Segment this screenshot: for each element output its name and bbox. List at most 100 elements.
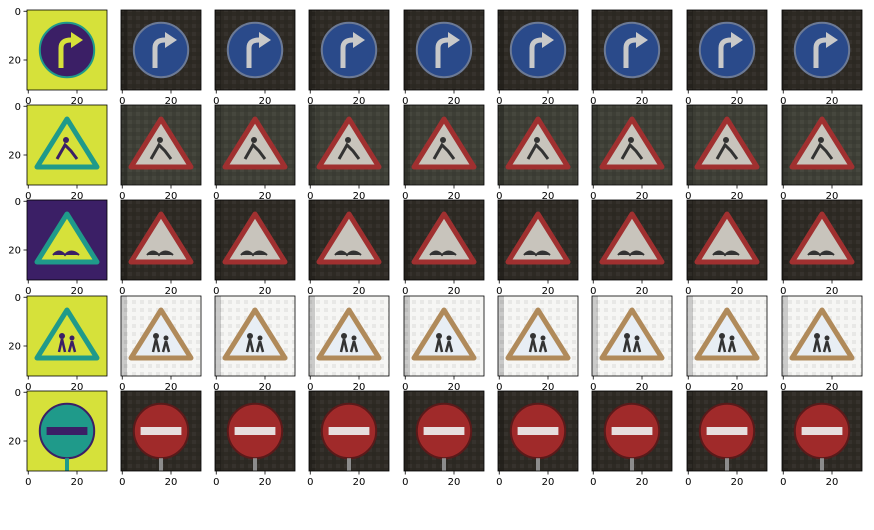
x-tick-label: 0 — [496, 382, 502, 393]
sign-triangle — [694, 116, 760, 170]
x-tick-label: 20 — [636, 382, 649, 393]
x-tick-label: 0 — [402, 286, 408, 297]
axes-frame — [403, 390, 485, 472]
sign-triangle — [505, 211, 571, 265]
panel-r5-c7: 0 20 — [590, 390, 673, 488]
x-tick-label: 0 — [25, 286, 31, 297]
axes-frame — [591, 104, 673, 186]
child-head — [247, 333, 253, 339]
axes-frame — [120, 295, 202, 377]
panel-r2-c8: 0 20 — [685, 104, 768, 202]
y-tick-label: 20 — [8, 151, 21, 162]
axes-frame — [686, 390, 768, 472]
panel-r2-c5: 0 20 — [402, 104, 485, 202]
children-symbol — [151, 338, 171, 353]
panel-r4-c8: 0 20 — [685, 295, 768, 393]
x-tick-label: 20 — [448, 191, 461, 202]
panel-r2-c2: 0 20 — [119, 104, 202, 202]
panel-r1-c1: 0 20 0 20 — [8, 7, 108, 107]
axes-frame — [26, 295, 108, 377]
child-head — [540, 335, 546, 341]
panel-r4-c3: 0 20 — [213, 295, 296, 393]
panel-r2-c6: 0 20 — [496, 104, 579, 202]
axes-frame — [214, 104, 296, 186]
sign-triangle — [599, 211, 665, 265]
sign-pole — [65, 458, 69, 471]
axes-frame — [26, 9, 108, 91]
no-entry-bar — [517, 427, 559, 435]
y-tick-label: 20 — [8, 56, 21, 67]
x-tick-label: 0 — [213, 191, 219, 202]
x-tick-label: 20 — [826, 191, 839, 202]
sign-triangle — [789, 116, 855, 170]
children-symbol — [434, 338, 454, 353]
x-tick-label: 0 — [590, 286, 596, 297]
x-tick-label: 20 — [636, 191, 649, 202]
axes-frame — [308, 9, 390, 91]
sign-pole — [725, 458, 729, 471]
panel-r1-c6: 0 20 — [496, 9, 579, 107]
axes-frame — [308, 295, 390, 377]
worker-head — [157, 137, 163, 143]
x-tick-label: 0 — [402, 477, 408, 488]
x-tick-label: 20 — [636, 477, 649, 488]
x-tick-label: 0 — [496, 477, 502, 488]
x-tick-label: 20 — [826, 96, 839, 107]
x-tick-label: 20 — [71, 191, 84, 202]
x-tick-label: 20 — [71, 96, 84, 107]
panel-r5-c1: 0 20 0 20 — [8, 388, 108, 488]
bumps-symbol — [334, 250, 362, 257]
x-tick-label: 0 — [780, 477, 786, 488]
no-entry-bar — [140, 427, 182, 435]
no-entry-bar — [801, 427, 843, 435]
panel-r1-c4: 0 20 — [307, 9, 390, 107]
x-tick-label: 0 — [780, 96, 786, 107]
panel-r2-c1: 0 20 0 20 — [8, 102, 108, 202]
x-tick-label: 0 — [590, 96, 596, 107]
sign-disc — [603, 21, 661, 79]
y-tick-label: 0 — [15, 102, 21, 113]
panel-r1-c5: 0 20 — [402, 9, 485, 107]
x-tick-label: 0 — [685, 191, 691, 202]
axes-frame — [26, 199, 108, 281]
x-tick-label: 0 — [25, 191, 31, 202]
axes-frame — [497, 295, 579, 377]
sign-triangle — [789, 307, 855, 361]
panel-r3-c1: 0 20 0 20 — [8, 197, 108, 297]
sign-triangle — [128, 307, 194, 361]
y-tick-label: 20 — [8, 437, 21, 448]
no-entry-bar — [423, 427, 465, 435]
x-tick-label: 20 — [353, 191, 366, 202]
bumps-symbol — [712, 250, 740, 257]
child-head — [341, 333, 347, 339]
sign-triangle — [694, 307, 760, 361]
y-tick-label: 0 — [15, 197, 21, 208]
panel-r1-c2: 0 20 — [119, 9, 202, 107]
sign-triangle — [411, 307, 477, 361]
arrow-head — [636, 32, 648, 48]
y-tick-label: 0 — [15, 388, 21, 399]
worker-head — [345, 137, 351, 143]
axes-frame — [497, 9, 579, 91]
arrow-head — [165, 32, 177, 48]
panel-r3-c7: 0 20 — [590, 199, 673, 297]
x-tick-label: 20 — [448, 382, 461, 393]
sign-disc — [226, 21, 284, 79]
x-tick-label: 20 — [259, 96, 272, 107]
x-tick-label: 20 — [542, 477, 555, 488]
panel-r4-c6: 0 20 — [496, 295, 579, 393]
x-tick-label: 0 — [402, 382, 408, 393]
worker-symbol — [620, 142, 644, 160]
x-tick-label: 0 — [307, 191, 313, 202]
children-symbol — [339, 338, 359, 353]
worker-head — [628, 137, 634, 143]
x-tick-label: 0 — [590, 382, 596, 393]
sign-disc — [320, 21, 378, 79]
children-symbol — [717, 338, 737, 353]
axes-frame — [497, 390, 579, 472]
sign-pole — [159, 458, 163, 471]
panel-r2-c7: 0 20 — [590, 104, 673, 202]
arrow-head — [731, 32, 743, 48]
axes-frame — [214, 9, 296, 91]
axes-frame — [120, 104, 202, 186]
